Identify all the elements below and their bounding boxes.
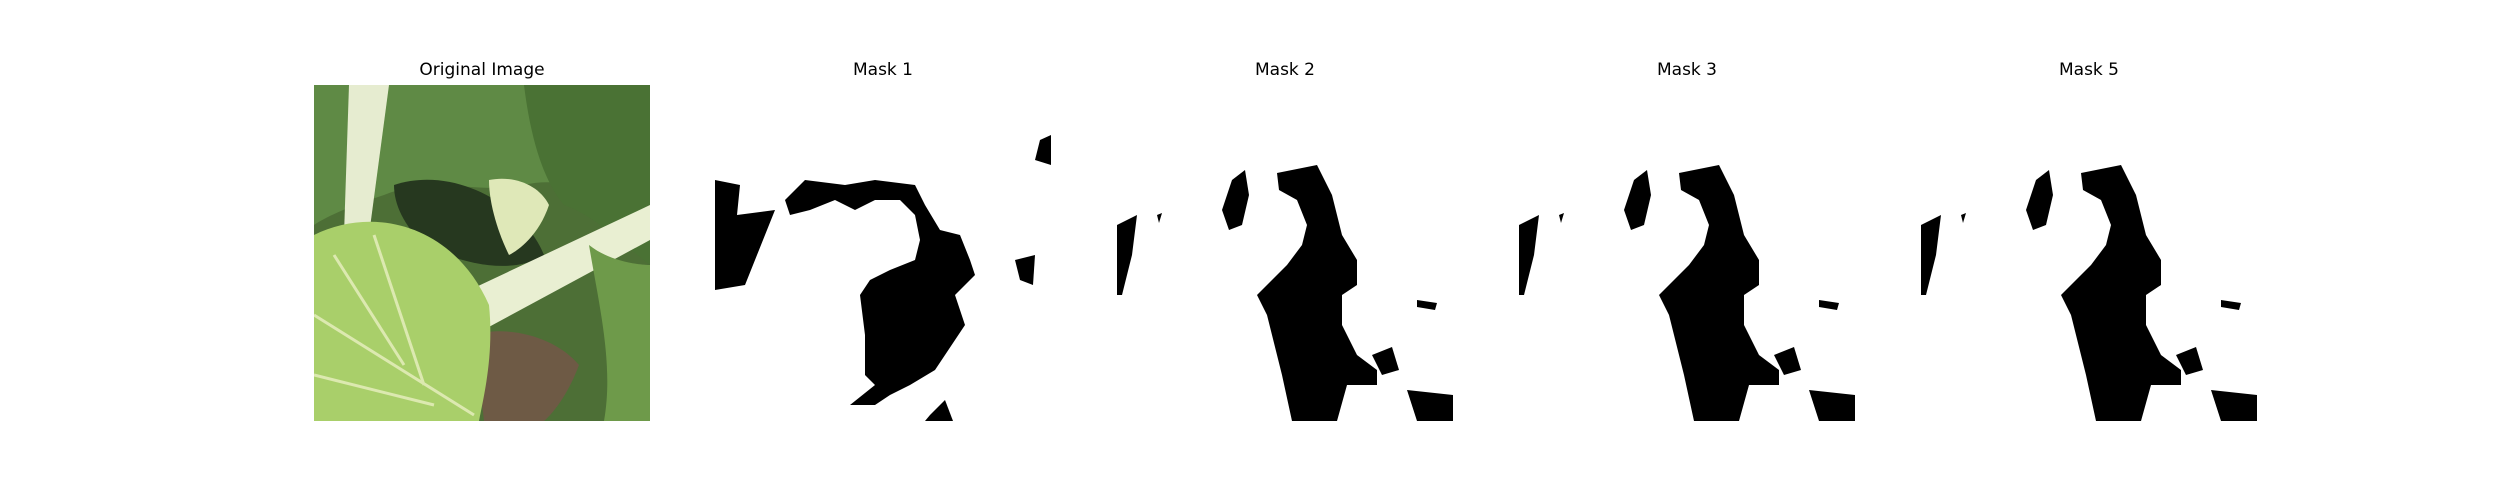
mask-1-image — [715, 85, 1051, 421]
mask-2-image — [1117, 85, 1453, 421]
mask-5-image — [1921, 85, 2257, 421]
mask-3 — [1519, 85, 1855, 421]
mask-1 — [715, 85, 1051, 421]
panel-title-mask-1: Mask 1 — [852, 60, 913, 80]
original-image — [314, 85, 650, 421]
panel-title-mask-5: Mask 5 — [2058, 60, 2119, 80]
mask-5 — [1921, 85, 2257, 421]
leaf-photo — [314, 85, 650, 421]
panel-title-mask-3: Mask 3 — [1656, 60, 1717, 80]
mask-3-image — [1519, 85, 1855, 421]
mask-2 — [1117, 85, 1453, 421]
panel-title-original: Original Image — [419, 60, 545, 80]
panel-title-mask-2: Mask 2 — [1254, 60, 1315, 80]
